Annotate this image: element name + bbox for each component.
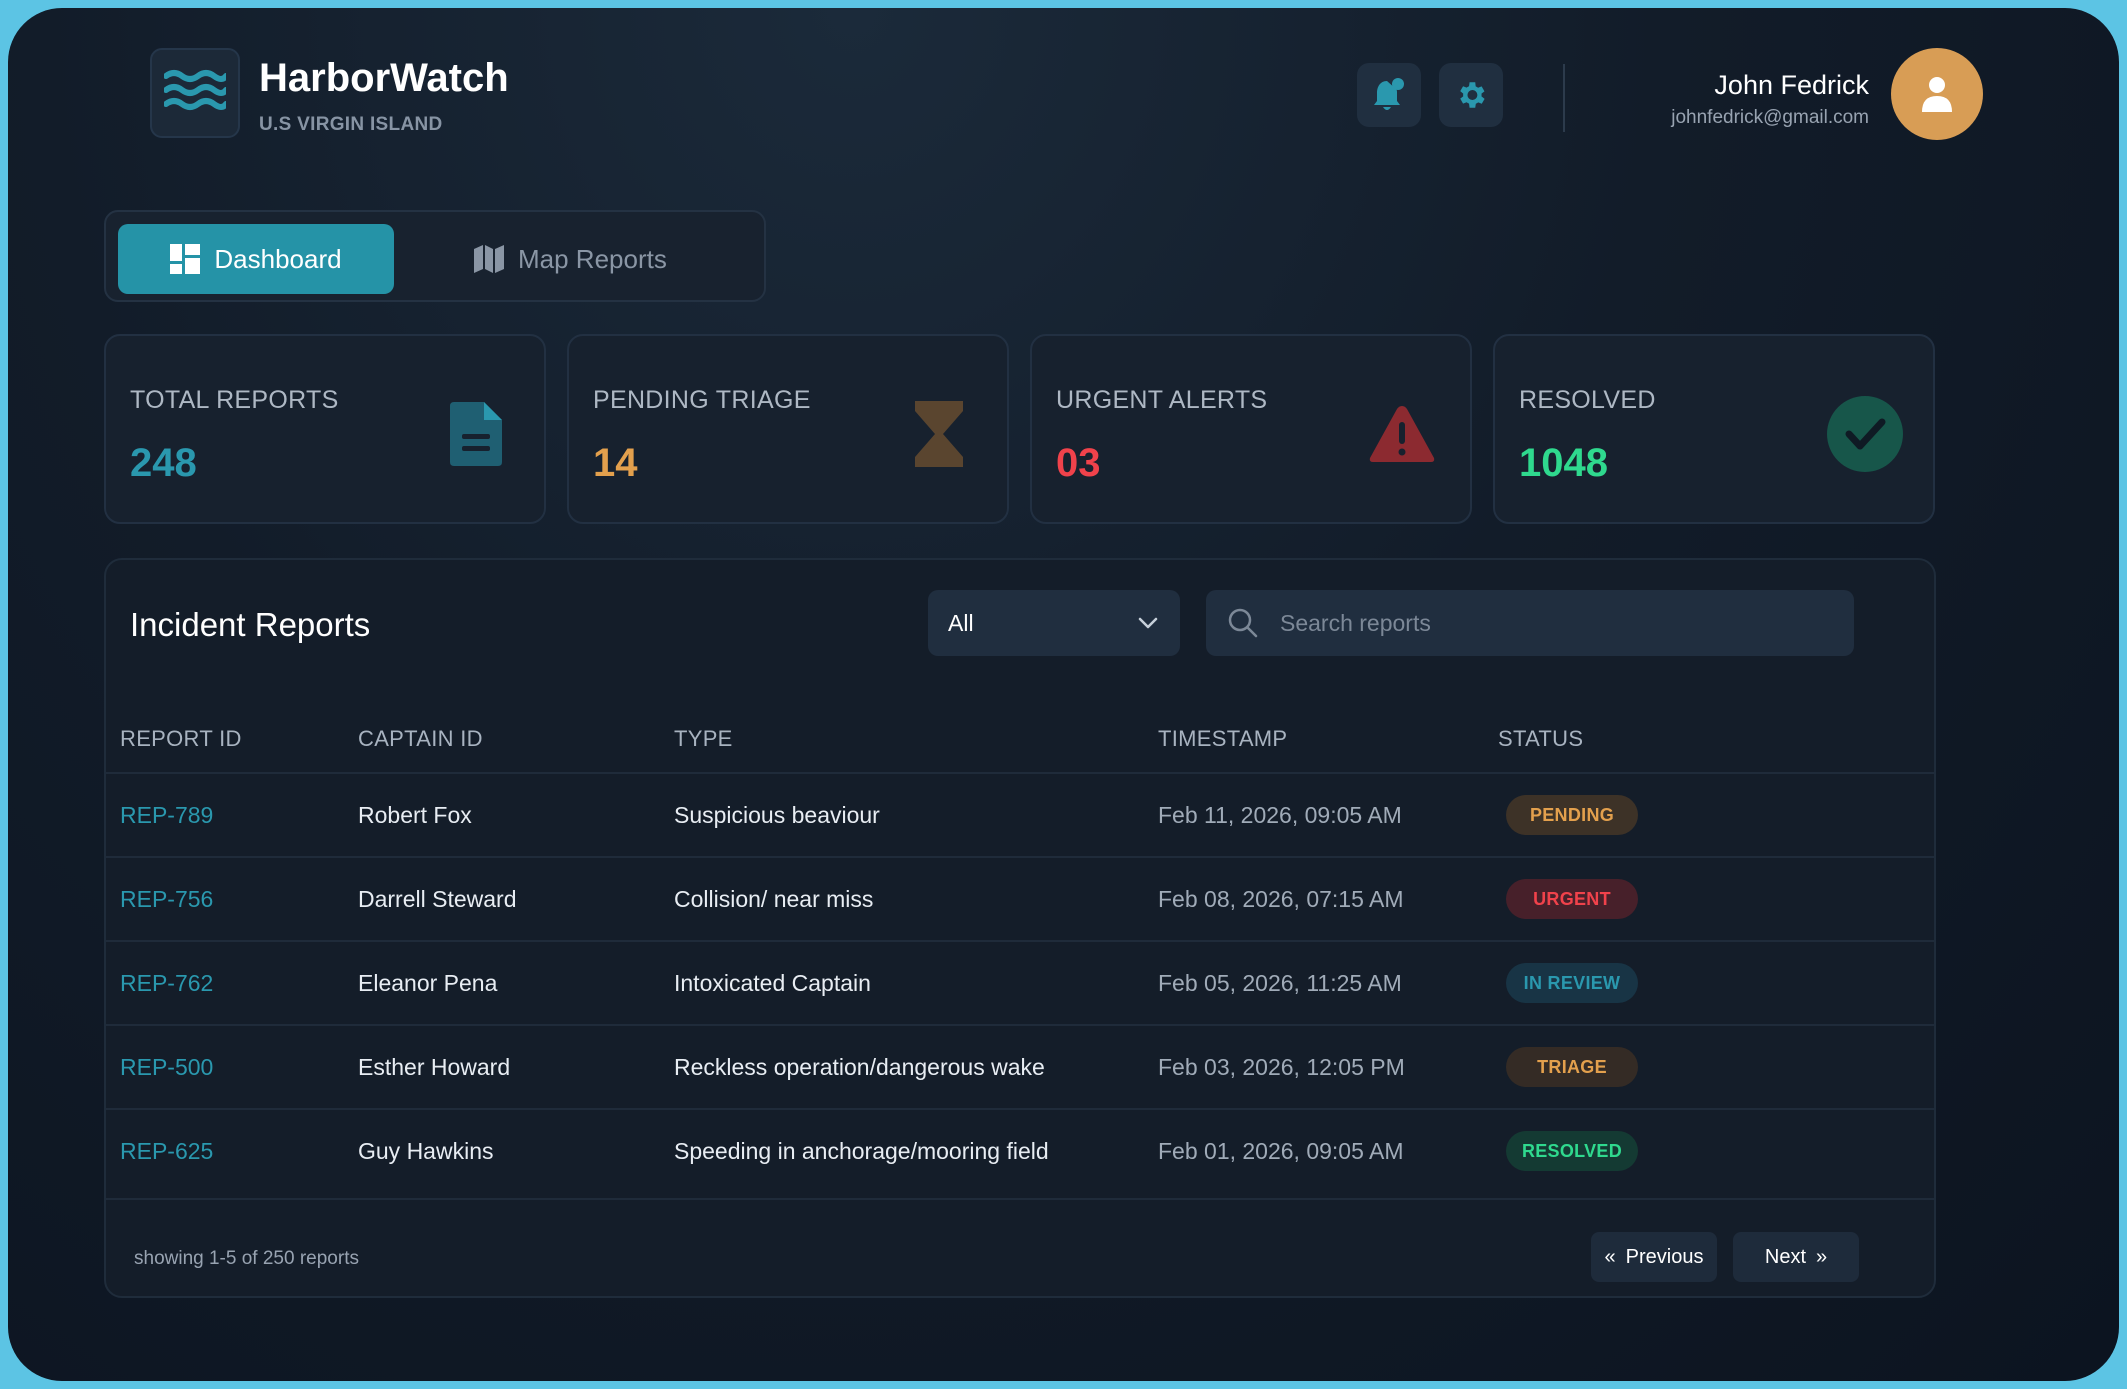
previous-button[interactable]: « Previous [1591,1232,1717,1282]
pagination-summary: showing 1-5 of 250 reports [134,1248,359,1269]
column-header-report-id: REPORT ID [120,726,242,751]
stat-value: 03 [1056,441,1101,485]
table-footer-divider [106,1198,1934,1200]
timestamp-cell: Feb 03, 2026, 12:05 PM [1158,1054,1405,1080]
captain-cell: Esther Howard [358,1054,511,1080]
stat-card-urgent-alerts: URGENT ALERTS 03 [1030,334,1472,524]
notifications-button[interactable] [1357,63,1421,127]
type-cell: Intoxicated Captain [674,970,871,996]
type-cell: Reckless operation/dangerous wake [674,1054,1045,1080]
status-badge: IN REVIEW [1506,963,1638,1003]
table-row[interactable]: REP-762 Eleanor Pena Intoxicated Captain Fe… [106,940,1934,1024]
timestamp-cell: Feb 08, 2026, 07:15 AM [1158,886,1404,912]
app-title: HarborWatch [259,56,509,100]
check-circle-icon [1825,394,1905,474]
stat-value: 14 [593,441,638,485]
settings-button[interactable] [1439,63,1503,127]
previous-button-label: Previous [1625,1245,1704,1268]
search-input[interactable] [1280,609,1840,637]
hourglass-icon [899,394,979,474]
panel-title: Incident Reports [130,606,371,643]
type-cell: Speeding in anchorage/mooring field [674,1138,1049,1164]
table-row[interactable]: REP-756 Darrell Steward Collision/ near mi… [106,856,1934,940]
table-row[interactable]: REP-789 Robert Fox Suspicious beaviour Feb … [106,772,1934,856]
dashboard-icon [170,244,201,274]
status-badge: URGENT [1506,879,1638,919]
user-icon [1922,77,1952,112]
captain-cell: Darrell Steward [358,886,517,912]
column-header-status: STATUS [1498,726,1584,751]
stat-value: 1048 [1519,441,1608,485]
column-header-timestamp: TIMESTAMP [1158,726,1288,751]
stat-label: RESOLVED [1519,386,1656,414]
next-button[interactable]: Next » [1733,1232,1859,1282]
incident-reports-panel: Incident Reports All REPORT ID CAPTAIN I… [104,558,1936,1298]
captain-cell: Robert Fox [358,802,472,828]
table-row[interactable]: REP-500 Esther Howard Reckless operation/d… [106,1024,1934,1108]
tab-map-reports-label: Map Reports [518,243,667,274]
column-header-captain-id: CAPTAIN ID [358,726,483,751]
status-filter-select[interactable]: All [928,590,1180,656]
double-chevron-right-icon: » [1816,1245,1828,1268]
timestamp-cell: Feb 05, 2026, 11:25 AM [1158,970,1402,996]
map-icon [474,245,504,273]
stat-label: PENDING TRIAGE [593,386,811,414]
tab-dashboard-label: Dashboard [214,243,342,274]
type-cell: Collision/ near miss [674,886,874,912]
user-email: johnfedrick@gmail.com [1671,107,1869,128]
stat-label: URGENT ALERTS [1056,386,1268,414]
header-divider [1563,64,1565,132]
status-filter-value: All [948,609,974,636]
app-window: HarborWatch U.S VIRGIN ISLAND John Fedri… [8,8,2119,1381]
double-chevron-left-icon: « [1604,1245,1616,1268]
chevron-down-icon [1138,617,1158,629]
waves-icon [164,70,226,110]
search-box [1206,590,1854,656]
bell-alert-icon [1374,78,1404,110]
report-id-link[interactable]: REP-789 [120,802,214,828]
report-id-link[interactable]: REP-756 [120,886,214,912]
timestamp-cell: Feb 11, 2026, 09:05 AM [1158,802,1402,828]
status-badge: PENDING [1506,795,1638,835]
search-icon [1228,608,1258,638]
tab-map-reports[interactable]: Map Reports [474,224,667,294]
next-button-label: Next [1764,1245,1806,1268]
stat-label: TOTAL REPORTS [130,386,339,414]
avatar[interactable] [1891,48,1983,140]
report-id-link[interactable]: REP-625 [120,1138,214,1164]
report-id-link[interactable]: REP-762 [120,970,214,996]
status-badge: TRIAGE [1506,1047,1638,1087]
stat-card-pending-triage: PENDING TRIAGE 14 [567,334,1009,524]
stat-card-resolved: RESOLVED 1048 [1493,334,1935,524]
user-name: John Fedrick [1714,70,1869,100]
report-id-link[interactable]: REP-500 [120,1054,214,1080]
status-badge: RESOLVED [1506,1131,1638,1171]
stat-card-total-reports: TOTAL REPORTS 248 [104,334,546,524]
document-icon [436,394,516,474]
warning-icon [1362,394,1442,474]
tab-dashboard[interactable]: Dashboard [118,224,394,294]
captain-cell: Eleanor Pena [358,970,498,996]
app-subtitle: U.S VIRGIN ISLAND [259,114,443,135]
main-nav: Dashboard Map Reports [104,210,766,302]
captain-cell: Guy Hawkins [358,1138,494,1164]
timestamp-cell: Feb 01, 2026, 09:05 AM [1158,1138,1404,1164]
gear-icon [1460,82,1485,108]
logo [150,48,240,138]
type-cell: Suspicious beaviour [674,802,880,828]
column-header-type: TYPE [674,726,733,751]
table-row[interactable]: REP-625 Guy Hawkins Speeding in anchorage/… [106,1108,1934,1192]
stat-value: 248 [130,441,197,485]
